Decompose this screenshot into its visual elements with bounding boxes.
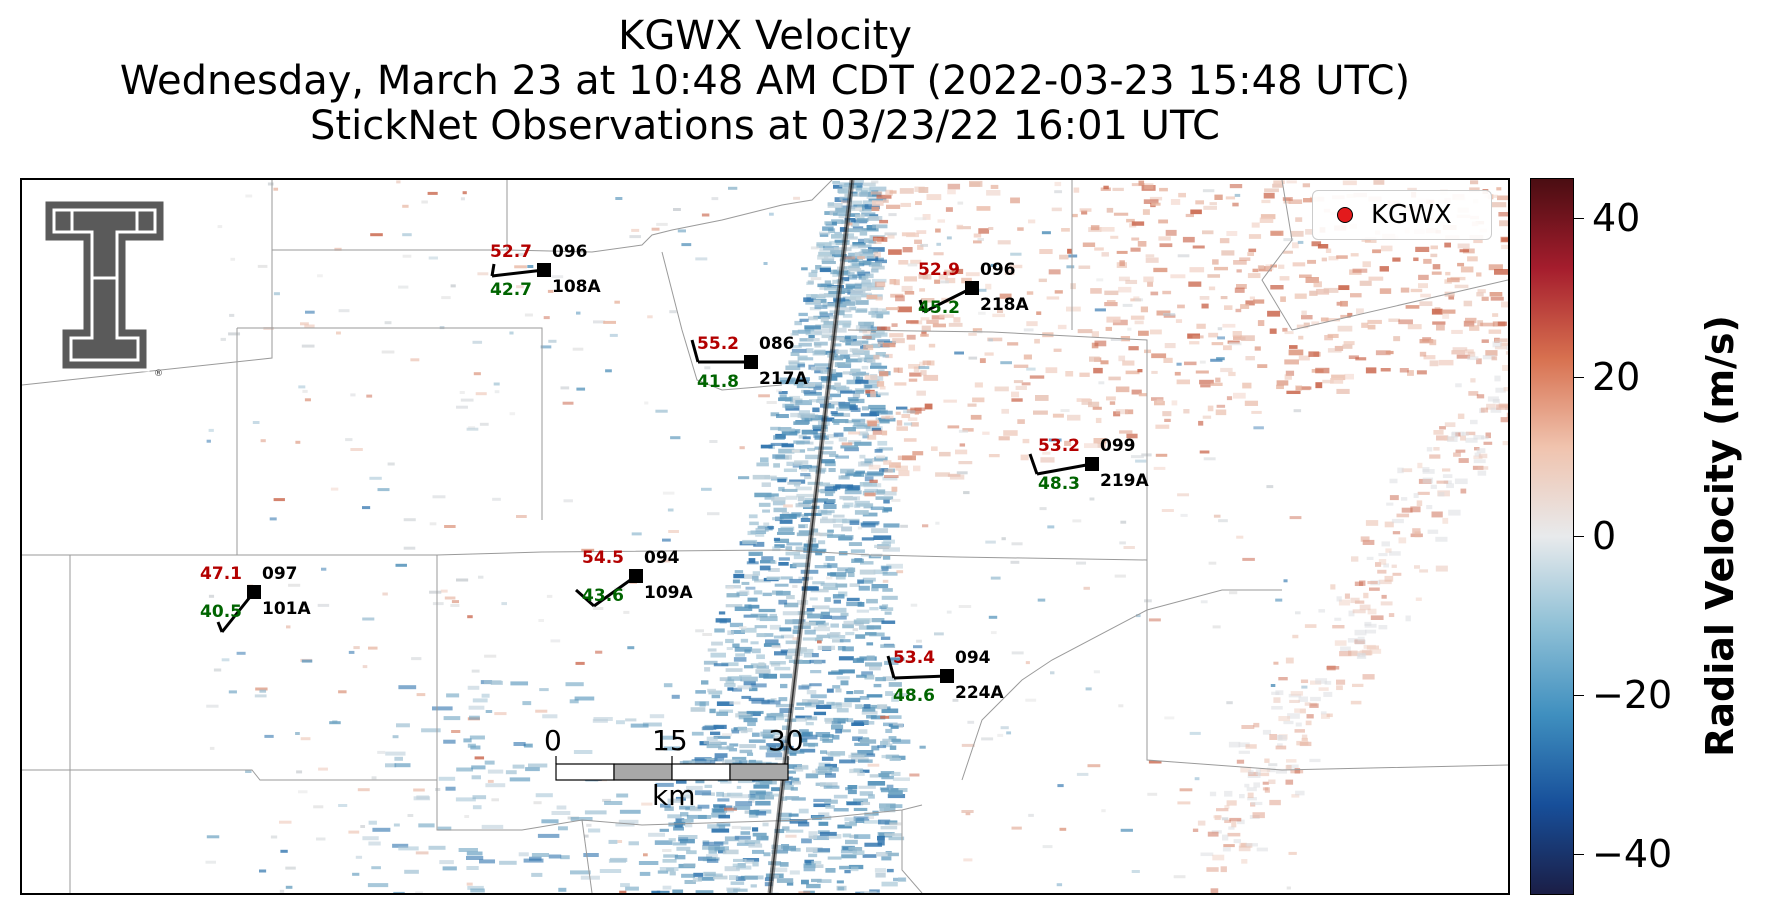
wind-barb-flag [690,339,700,363]
station-direction: 086 [759,334,795,354]
station-id: 109A [644,583,693,603]
radar-map[interactable]: 52.7 096 42.7 108A 52.9 096 45.2 218A 55.2 086 41.… [20,178,1510,895]
station-direction: 096 [552,242,588,262]
wind-barb-staff [1036,462,1093,476]
station-marker [744,355,758,369]
station-dewpoint: 43.6 [582,586,624,606]
scale-unit: km [652,779,696,812]
station-temperature: 52.9 [918,260,960,280]
velocity-colorbar [1530,178,1574,895]
station-dewpoint: 48.6 [893,686,935,706]
colorbar-label-20: 20 [1592,355,1641,399]
colorbar-tick-minus40 [1574,854,1584,855]
scale-label-0: 0 [544,724,562,757]
colorbar-tick-40 [1574,218,1584,219]
station-id: 101A [262,599,311,619]
station-id: 219A [1100,471,1149,491]
station-dewpoint: 48.3 [1038,474,1080,494]
colorbar-tick-20 [1574,377,1584,378]
station-id: 108A [552,277,601,297]
station-dewpoint: 45.2 [918,298,960,318]
station-224A: 53.4 094 48.6 224A [886,648,1004,706]
station-marker [940,669,954,683]
station-direction: 099 [1100,436,1136,456]
station-dewpoint: 40.5 [200,602,242,622]
colorbar-tick-0 [1574,536,1584,537]
station-marker [1085,457,1099,471]
station-218A: 52.9 096 45.2 218A [918,260,1029,318]
scale-label-30: 30 [768,724,804,757]
station-direction: 096 [980,260,1016,280]
scale-bar [555,756,789,781]
station-marker [537,263,551,277]
wind-barb-flag [575,588,595,608]
title-radar: KGWX Velocity [618,13,912,59]
station-temperature: 47.1 [200,564,242,584]
station-dewpoint: 41.8 [697,372,739,392]
station-direction: 094 [644,548,680,568]
station-direction: 097 [262,564,298,584]
county-borders [22,180,1508,893]
wind-barb-flag [490,263,496,277]
colorbar-label-40: 40 [1592,196,1641,240]
station-marker [247,585,261,599]
wind-barb-staff [923,286,973,314]
radar-site-marker-icon [1337,207,1353,223]
registered-mark: ® [154,369,163,378]
colorbar-label-minus20: −20 [1592,673,1673,717]
wind-barb-flag [1028,453,1039,475]
map-canvas[interactable]: 52.7 096 42.7 108A 52.9 096 45.2 218A 55.2 086 41.… [22,180,1508,893]
station-temperature: 54.5 [582,548,624,568]
station-id: 217A [759,369,808,389]
station-101A: 47.1 097 40.5 101A [200,564,311,633]
map-legend: KGWX [1312,190,1492,240]
scale-label-15: 15 [652,724,688,757]
station-temperature: 52.7 [490,242,532,262]
station-id: 224A [955,683,1004,703]
legend-label: KGWX [1371,200,1452,230]
wind-barb-staff [893,674,948,680]
title-datetime: Wednesday, March 23 at 10:48 AM CDT (202… [119,58,1411,104]
station-marker [629,569,643,583]
wind-barb-staff [491,268,545,278]
colorbar-label-minus40: −40 [1592,832,1673,876]
station-108A: 52.7 096 42.7 108A [490,242,601,300]
station-109A: 54.5 094 43.6 109A [575,548,693,608]
velocity-pixels [205,180,1508,893]
colorbar-title: Radial Velocity (m/s) [1698,315,1742,757]
wind-barb-flag [918,299,926,313]
colorbar-label-0: 0 [1592,514,1617,558]
colorbar-tick-minus20 [1574,695,1584,696]
station-temperature: 53.2 [1038,436,1080,456]
texas-tech-logo: ® [42,198,167,378]
station-dewpoint: 42.7 [490,280,532,300]
sticknet-stations: 52.7 096 42.7 108A 52.9 096 45.2 218A 55.2 086 41.… [200,242,1149,706]
title-observations: StickNet Observations at 03/23/22 16:01 … [310,103,1220,149]
wind-barb-flag [886,655,896,679]
wind-barb-flag [216,621,224,633]
station-temperature: 53.4 [893,648,935,668]
station-217A: 55.2 086 41.8 217A [690,334,808,392]
station-direction: 094 [955,648,991,668]
station-temperature: 55.2 [697,334,739,354]
station-id: 218A [980,295,1029,315]
station-marker [965,281,979,295]
station-219A: 53.2 099 48.3 219A [1028,436,1149,494]
